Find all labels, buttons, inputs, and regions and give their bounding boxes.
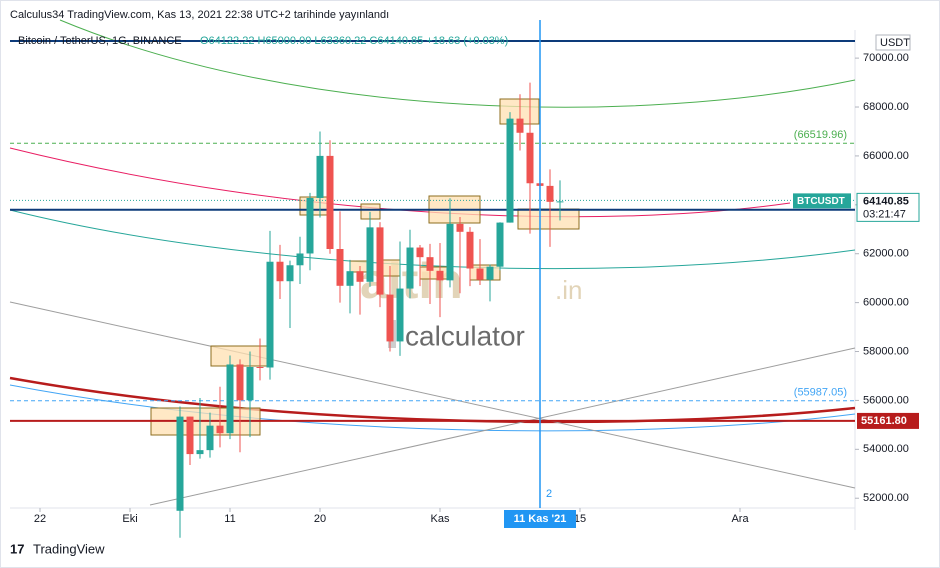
currency-label: USDT (880, 37, 910, 49)
countdown: 03:21:47 (863, 208, 906, 220)
box (419, 266, 450, 280)
candle-body (396, 288, 404, 342)
y-tick-label: 70000.00 (863, 52, 909, 64)
y-tick-label: 56000.00 (863, 394, 909, 406)
candle-body (406, 247, 414, 289)
candle-body (386, 294, 394, 342)
trend-line (9, 301, 856, 489)
candle-body (236, 364, 244, 401)
x-tick-label: 20 (314, 513, 326, 525)
candle-body (446, 223, 454, 281)
candle-body (326, 155, 334, 249)
y-tick-label: 60000.00 (863, 297, 909, 309)
x-tick-label: 11 (224, 513, 235, 525)
crosshair-label: 11 Kas '21 (514, 513, 567, 525)
candle-body (526, 132, 534, 184)
candle-body (246, 366, 254, 401)
crosshair-tag (504, 510, 576, 528)
x-tick-label: 15 (574, 513, 586, 525)
currency-tag (875, 34, 911, 51)
last-price-tag (856, 192, 920, 222)
candle-body (546, 185, 554, 202)
candle-body (356, 271, 364, 282)
candle-body (256, 366, 264, 368)
candle-body (506, 118, 514, 223)
box (517, 208, 580, 230)
symbol: Bitcoin / TetherUS, 1G, BINANCE (18, 35, 182, 47)
candle-body (276, 261, 284, 282)
candle-body (436, 270, 444, 281)
candle-body (366, 227, 374, 282)
candle-body (306, 197, 314, 254)
candle-body (516, 118, 524, 133)
candle-body (336, 248, 344, 286)
candle-body (226, 364, 234, 434)
candle-body (186, 416, 194, 455)
y-tick-label: 54000.00 (863, 443, 909, 455)
watermark-word: calculator (405, 320, 525, 351)
x-tick-label: Kas (431, 513, 450, 525)
candle-body (486, 266, 494, 280)
arc (59, 19, 856, 108)
footer-brand: TradingView (33, 541, 105, 556)
candle-body (376, 227, 384, 295)
x-tick-label: Eki (122, 513, 137, 525)
level-tag-label: 55161.80 (861, 415, 907, 427)
symbol-tag (793, 193, 851, 209)
candle-body (476, 268, 484, 280)
candle-body (206, 425, 214, 451)
candle-body (496, 222, 504, 267)
candle-body (296, 253, 304, 266)
level-label: (66519.96) (794, 129, 847, 141)
published-note: Calculus34 TradingView.com, Kas 13, 2021… (10, 9, 389, 21)
x-tick-label: Ara (731, 513, 749, 525)
crosshair-note: 2 (546, 488, 552, 500)
candle-body (456, 223, 464, 232)
trend-line (149, 347, 856, 506)
box (210, 345, 273, 367)
watermark: altin .in calculator (360, 253, 582, 351)
level-tag (857, 412, 919, 429)
x-tick-label: 22 (34, 513, 46, 525)
y-tick-label: 66000.00 (863, 150, 909, 162)
level-label: (55987.05) (794, 387, 847, 399)
box (469, 264, 501, 281)
candle-body (196, 450, 204, 455)
candle-body (416, 247, 424, 258)
y-tick-label: 62000.00 (863, 248, 909, 260)
candle-body (426, 257, 434, 271)
candle-body (316, 155, 324, 198)
ohlc: O64122.22 H65000.00 L63360.22 C64140.85 … (200, 35, 508, 47)
candle-body (556, 201, 564, 203)
y-tick-label: 52000.00 (863, 492, 909, 504)
y-tick-label: 58000.00 (863, 345, 909, 357)
candle-body (176, 416, 184, 511)
candle-body (286, 265, 294, 282)
y-tick-label: 68000.00 (863, 101, 909, 113)
arc (9, 384, 856, 432)
watermark-domain: .in (555, 275, 582, 305)
candle-body (466, 231, 474, 269)
box (299, 196, 331, 216)
candle-body (346, 271, 354, 286)
candle-body (216, 425, 224, 434)
candle-body (266, 261, 274, 368)
last-price-label: 64140.85 (863, 195, 909, 207)
symbol-tag-label: BTCUSDT (797, 196, 845, 207)
footer-logo: 17 (10, 541, 24, 556)
